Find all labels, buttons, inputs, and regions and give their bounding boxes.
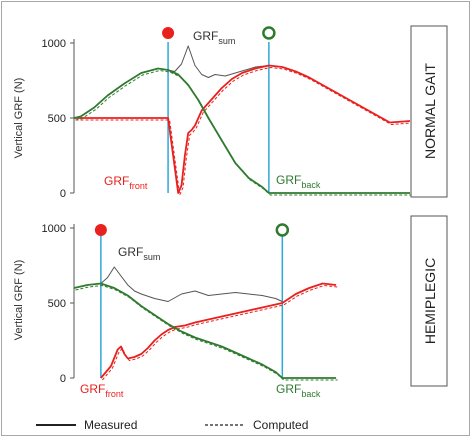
- series-label-sub: front: [129, 181, 148, 191]
- grffront-measured-line: [74, 64, 411, 194]
- grfback-computed-line: [75, 284, 338, 381]
- grfsum-measured-line: [100, 266, 283, 302]
- y-axis-label: Vertical GRF (N): [13, 78, 25, 159]
- grffront-label: GRFfront: [80, 382, 124, 399]
- legend: Measured Computed: [36, 418, 308, 432]
- series-label-sub: front: [105, 389, 124, 399]
- series-label-main: GRF: [118, 245, 143, 259]
- grfback-measured-line: [73, 67, 410, 194]
- grffront-measured-line: [100, 282, 337, 379]
- grfsum-measured-line: [167, 45, 269, 78]
- y-tick-label: 500: [48, 113, 66, 125]
- series-label-main: GRF: [193, 29, 218, 43]
- series-label-main: GRF: [276, 382, 301, 396]
- legend-measured-label: Measured: [84, 418, 137, 432]
- series-label-sub: sum: [143, 252, 160, 262]
- grffront-computed-line: [102, 284, 338, 381]
- series-label-sub: back: [301, 180, 321, 190]
- y-tick-label: 1000: [42, 38, 66, 50]
- grfback-computed-line: [75, 69, 412, 196]
- panel-label: NORMAL GAIT: [422, 63, 438, 159]
- y-tick-label: 1000: [42, 223, 66, 235]
- series-label-main: GRF: [80, 382, 105, 396]
- grfback-label: GRFback: [276, 382, 321, 399]
- y-tick-label: 500: [48, 298, 66, 310]
- grffront-computed-line: [75, 66, 412, 197]
- panel-label-box: [410, 25, 448, 198]
- y-tick-label: 0: [60, 373, 66, 385]
- grffront-label: GRFfront: [104, 174, 148, 191]
- y-axis-label: Vertical GRF (N): [13, 260, 25, 341]
- toe-off-marker: [262, 26, 276, 40]
- heel-strike-marker: [162, 27, 175, 39]
- series-label-main: GRF: [104, 174, 129, 188]
- legend-computed-label: Computed: [253, 418, 308, 432]
- grfback-label: GRFback: [276, 173, 321, 190]
- grfsum-label: GRFsum: [193, 29, 235, 46]
- heel-strike-marker: [94, 224, 107, 236]
- toe-off-marker: [275, 223, 290, 237]
- grfback-measured-line: [73, 282, 337, 379]
- panel-label: HEMIPLEGIC: [422, 258, 438, 344]
- series-label-sub: sum: [218, 36, 235, 46]
- grfsum-label: GRFsum: [118, 245, 160, 262]
- series-label-main: GRF: [276, 173, 301, 187]
- series-label-sub: back: [301, 389, 321, 399]
- panel-label-box: [410, 215, 448, 387]
- y-tick-label: 0: [60, 188, 66, 200]
